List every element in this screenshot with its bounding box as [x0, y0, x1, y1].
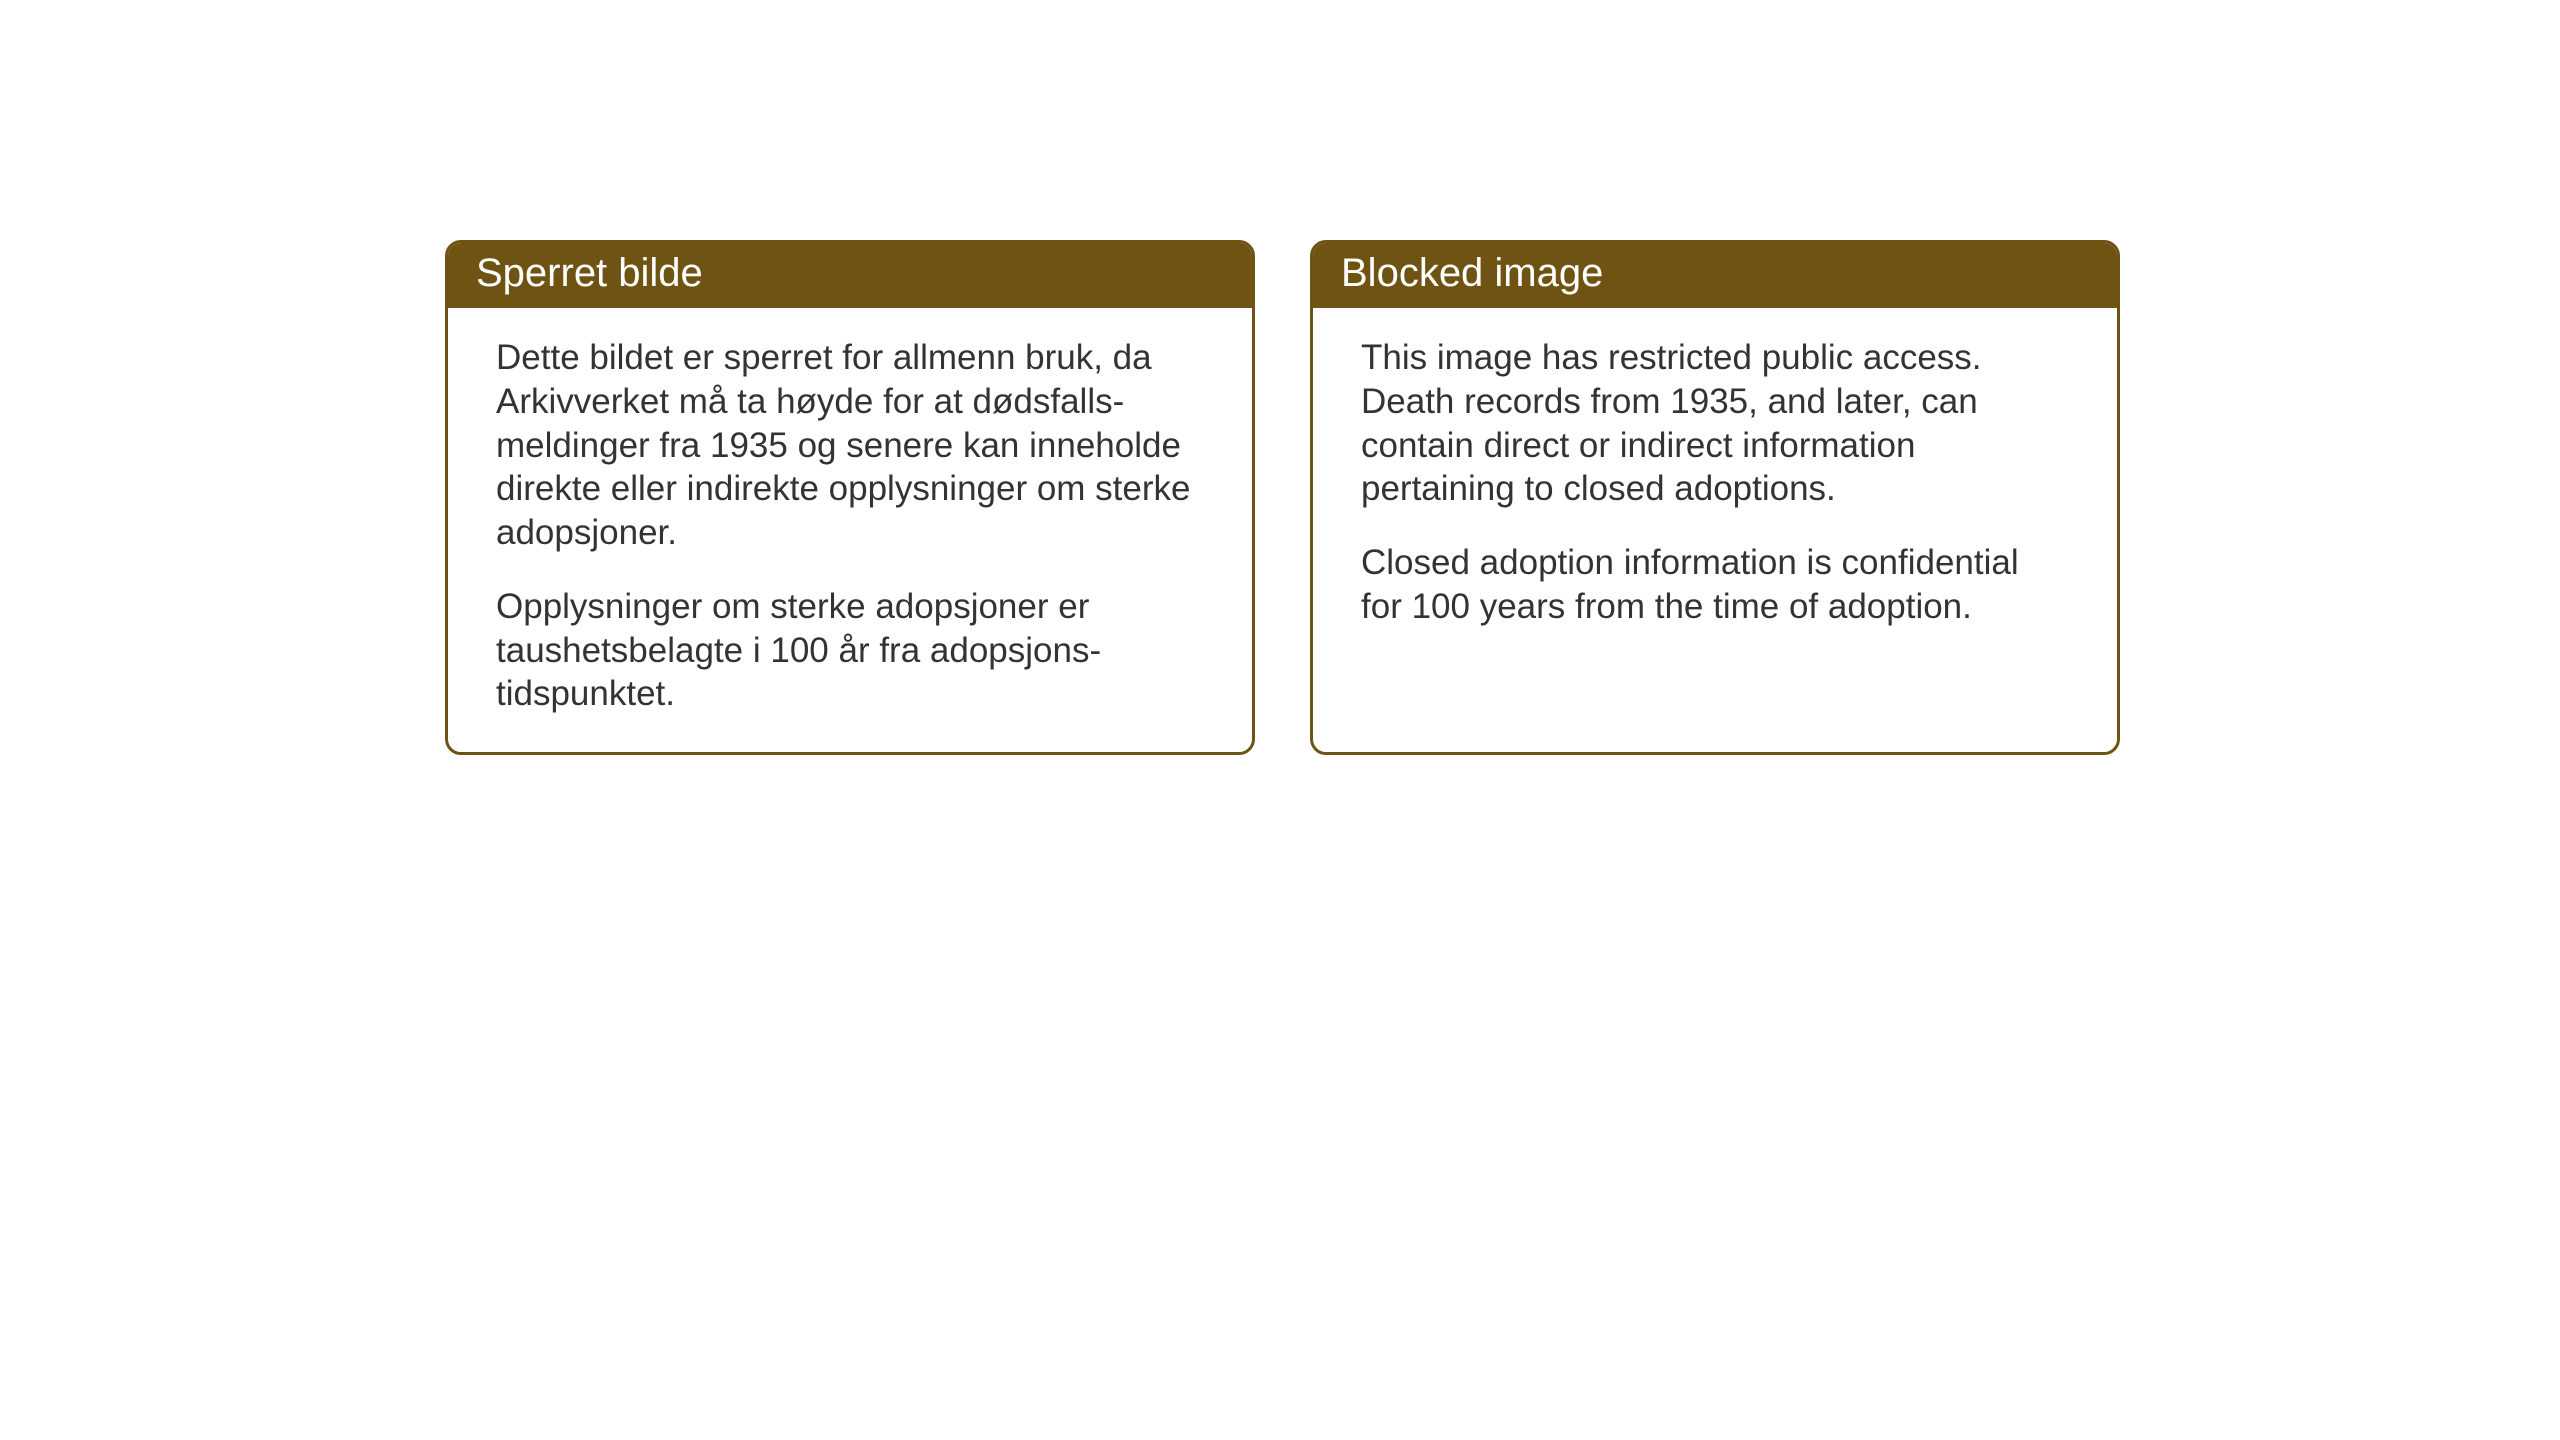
card-title-english: Blocked image — [1341, 251, 1603, 295]
card-title-norwegian: Sperret bilde — [476, 251, 703, 295]
notice-card-english: Blocked image This image has restricted … — [1310, 240, 2120, 755]
notice-card-norwegian: Sperret bilde Dette bildet er sperret fo… — [445, 240, 1255, 755]
card-header-english: Blocked image — [1313, 243, 2117, 308]
notice-cards-container: Sperret bilde Dette bildet er sperret fo… — [445, 240, 2560, 755]
card-paragraph-1-english: This image has restricted public access.… — [1361, 336, 2069, 511]
card-paragraph-2-english: Closed adoption information is confident… — [1361, 541, 2069, 629]
card-body-english: This image has restricted public access.… — [1313, 308, 2117, 665]
card-paragraph-1-norwegian: Dette bildet er sperret for allmenn bruk… — [496, 336, 1204, 555]
card-header-norwegian: Sperret bilde — [448, 243, 1252, 308]
card-paragraph-2-norwegian: Opplysninger om sterke adopsjoner er tau… — [496, 585, 1204, 716]
card-body-norwegian: Dette bildet er sperret for allmenn bruk… — [448, 308, 1252, 752]
